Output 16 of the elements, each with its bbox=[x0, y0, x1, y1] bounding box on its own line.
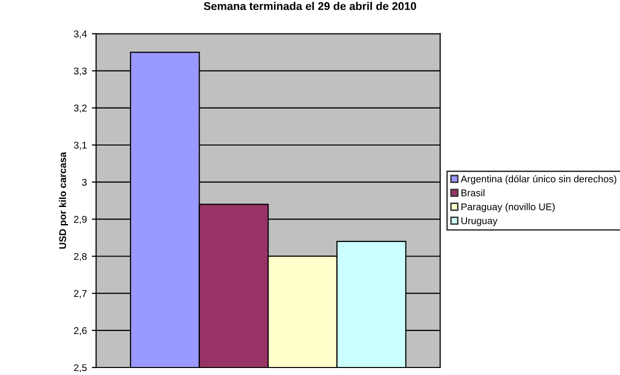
y-axis-title: USD por kilo carcasa bbox=[58, 152, 68, 249]
y-tick-label: 3,1 bbox=[74, 142, 87, 150]
y-tick-label: 2,5 bbox=[74, 364, 87, 372]
legend-label: Uruguay bbox=[461, 217, 498, 226]
y-tick-label: 3,2 bbox=[74, 104, 87, 113]
y-tick-label: 2,8 bbox=[74, 252, 87, 262]
legend-label: Paraguay (novillo UE) bbox=[461, 203, 555, 212]
chart-title: Semana terminada el 29 de abril de 2010 bbox=[204, 2, 416, 10]
y-tick-label: 3 bbox=[82, 178, 87, 186]
y-tick-label: 3,3 bbox=[74, 68, 87, 76]
y-tick-label: 2,6 bbox=[74, 327, 87, 336]
y-tick-label: 2,7 bbox=[74, 290, 87, 298]
y-tick-label: 3,4 bbox=[74, 30, 87, 39]
legend-label: Brasil bbox=[461, 189, 484, 196]
y-tick-label: 2,9 bbox=[74, 216, 87, 224]
legend-label: Argentina (dólar único sin derechos) bbox=[460, 175, 616, 184]
